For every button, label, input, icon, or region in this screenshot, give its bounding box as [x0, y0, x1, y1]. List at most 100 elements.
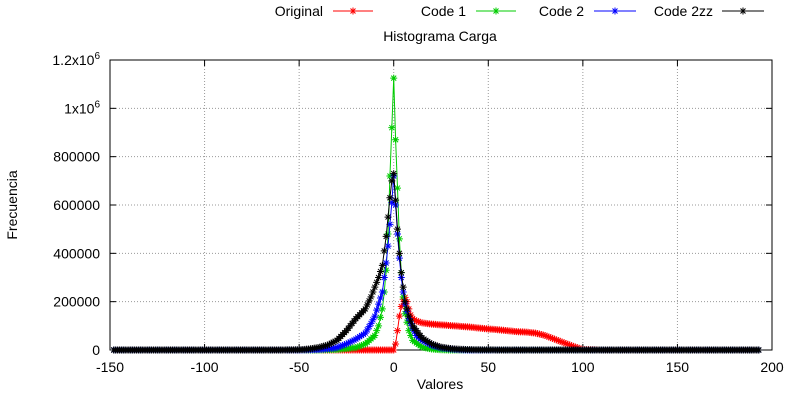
point-original — [392, 340, 400, 348]
point-code-1 — [358, 341, 366, 349]
point-original — [552, 336, 560, 344]
x-axis: -150 -100 -50 0 50 100 150 200 — [96, 60, 784, 375]
point-code-2zz — [367, 293, 375, 301]
point-original — [393, 327, 401, 335]
point-code-1 — [386, 172, 394, 180]
point-code-2zz — [369, 288, 377, 296]
point-code-1 — [405, 327, 413, 335]
point-code-2zz — [331, 337, 339, 345]
point-original — [541, 332, 549, 339]
point-code-2zz — [393, 225, 401, 233]
point-code-1 — [407, 332, 415, 339]
legend-label-code-2zz: Code 2zz — [654, 3, 713, 19]
series-code-2 — [110, 172, 763, 354]
x-tick-label: 200 — [760, 359, 784, 375]
point-code-2zz — [392, 196, 400, 204]
point-code-2 — [342, 340, 350, 348]
x-tick-label: -100 — [191, 359, 219, 375]
point-code-2zz — [363, 301, 371, 309]
point-code-1 — [371, 332, 379, 339]
point-original — [390, 346, 398, 354]
point-code-2zz — [380, 247, 388, 255]
point-code-2zz — [384, 213, 392, 221]
point-code-2 — [333, 344, 341, 352]
x-tick-label: 0 — [390, 359, 398, 375]
y-axis: 0 200000 400000 600000 800000 1x106 1.2x106 — [52, 51, 772, 358]
y-tick-label: 0 — [92, 342, 100, 358]
point-code-2zz — [386, 194, 394, 202]
point-code-2zz — [397, 269, 405, 277]
point-code-2 — [376, 294, 384, 302]
point-code-2zz — [375, 274, 383, 281]
point-code-2zz — [371, 283, 379, 291]
point-code-1 — [359, 341, 367, 349]
point-code-2zz — [399, 283, 407, 291]
series-code-1 — [110, 74, 763, 354]
point-original — [549, 334, 557, 342]
point-code-2zz — [325, 340, 333, 348]
point-code-2zz — [401, 298, 409, 306]
point-original — [560, 339, 568, 347]
point-code-2zz — [405, 312, 413, 320]
point-code-2zz — [365, 297, 373, 305]
legend-label-code-1: Code 1 — [421, 3, 466, 19]
y-tick-label: 600000 — [53, 197, 100, 213]
point-code-2 — [367, 319, 375, 327]
point-original — [545, 333, 553, 341]
chart-title: Histograma Carga — [383, 28, 497, 44]
x-axis-label: Valores — [417, 376, 463, 392]
point-code-2 — [335, 343, 343, 351]
point-code-1 — [354, 343, 362, 351]
point-code-2 — [363, 326, 371, 334]
point-code-1 — [392, 136, 400, 144]
point-original — [554, 337, 562, 345]
point-original — [566, 341, 574, 349]
point-original — [543, 332, 551, 340]
point-code-2zz — [388, 177, 396, 185]
point-original — [550, 335, 558, 343]
point-code-2zz — [390, 170, 398, 178]
point-code-2 — [348, 337, 356, 345]
point-code-2 — [373, 306, 381, 314]
point-original — [556, 337, 564, 345]
y-tick-label: 1x106 — [64, 99, 100, 116]
y-tick-label: 400000 — [53, 245, 100, 261]
point-code-2zz — [382, 232, 390, 240]
point-code-2 — [365, 323, 373, 331]
y-tick-label: 1.2x106 — [52, 51, 100, 68]
point-code-2 — [384, 242, 392, 250]
series-group — [110, 74, 763, 354]
legend-marker-code-2 — [611, 7, 619, 15]
point-original — [562, 339, 570, 347]
point-code-2zz — [435, 342, 443, 350]
point-code-2zz — [429, 341, 437, 349]
x-tick-label: 100 — [571, 359, 595, 375]
point-code-2 — [339, 341, 347, 349]
point-code-2zz — [329, 338, 337, 346]
point-code-1 — [395, 235, 403, 243]
point-code-2 — [337, 342, 345, 350]
point-code-2zz — [327, 339, 335, 347]
point-code-2zz — [403, 305, 411, 313]
point-original — [414, 318, 422, 326]
point-code-1 — [390, 74, 398, 82]
legend-marker-original — [349, 7, 357, 15]
point-code-2 — [350, 336, 358, 344]
point-original — [569, 342, 577, 350]
point-code-2 — [382, 259, 390, 267]
point-code-2zz — [433, 342, 441, 350]
point-code-2zz — [428, 340, 436, 348]
y-axis-label: Frecuencia — [4, 170, 20, 239]
point-code-2 — [375, 300, 383, 308]
point-code-2 — [371, 312, 379, 320]
point-code-2 — [344, 339, 352, 347]
point-code-1 — [375, 322, 383, 330]
point-code-2 — [388, 199, 396, 207]
point-original — [397, 303, 405, 310]
point-code-1 — [373, 327, 381, 335]
point-code-2 — [399, 288, 407, 296]
point-code-2zz — [361, 305, 369, 313]
point-code-2zz — [755, 346, 763, 354]
y-tick-label: 200000 — [53, 294, 100, 310]
point-code-1 — [376, 313, 384, 321]
